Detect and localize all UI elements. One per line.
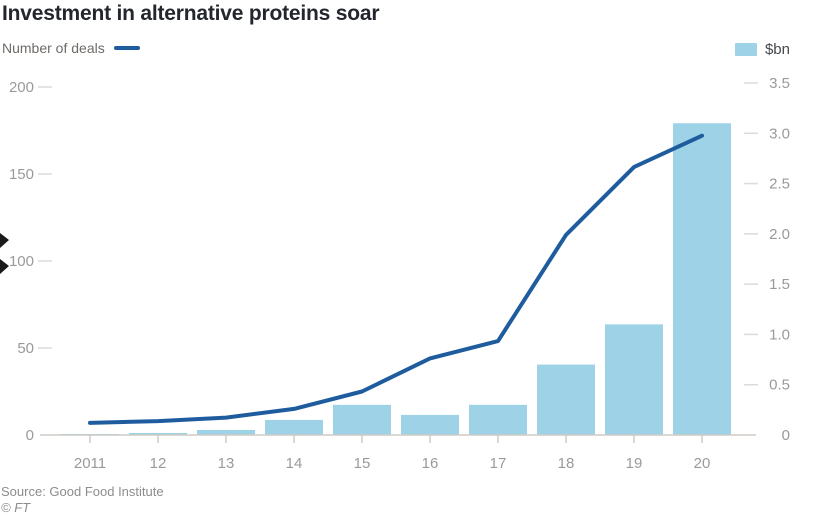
x-axis-label: 17 (490, 455, 507, 472)
legend-deals: Number of deals (2, 40, 140, 56)
bn-bar-20 (673, 123, 731, 435)
right-axis-label: 3.0 (769, 125, 790, 142)
right-axis-label: 2.0 (769, 226, 790, 243)
left-axis-label: 100 (9, 253, 34, 270)
bn-bar-13 (197, 429, 255, 435)
x-axis-label: 20 (694, 455, 711, 472)
source-note: Source: Good Food Institute (1, 484, 164, 499)
left-axis-label: 200 (9, 79, 34, 96)
copyright-note: © FT (1, 500, 31, 515)
bn-bar-18 (537, 364, 595, 435)
bn-bar-17 (469, 404, 527, 435)
legend-bn-label: $bn (764, 40, 790, 58)
right-axis-label: 0 (782, 427, 790, 444)
left-axis-label: 0 (26, 427, 34, 444)
bn-bar-19 (605, 324, 663, 435)
bar-legend-swatch (734, 42, 757, 56)
right-axis-label: 1.5 (769, 276, 790, 293)
bn-bar-14 (265, 419, 323, 435)
x-axis-label: 18 (558, 455, 575, 472)
bn-bar-16 (401, 414, 459, 435)
cursor-artifact (0, 259, 9, 274)
x-axis-label: 16 (422, 455, 439, 472)
bn-bar-15 (333, 404, 391, 435)
chart-title: Investment in alternative proteins soar (2, 2, 380, 25)
x-axis-label: 13 (218, 455, 235, 472)
legend-deals-label: Number of deals (2, 40, 105, 56)
bn-bar-12 (129, 432, 187, 435)
left-axis-label: 50 (17, 340, 34, 357)
right-axis-label: 0.5 (769, 377, 790, 394)
left-axis-label: 150 (9, 166, 34, 183)
x-axis-label: 12 (150, 455, 167, 472)
right-axis-label: 2.5 (769, 176, 790, 193)
deals-line (88, 133, 704, 425)
x-axis-label: 15 (354, 455, 371, 472)
x-axis-label: 2011 (74, 455, 106, 472)
right-axis-label: 1.0 (769, 326, 790, 343)
cursor-artifact (0, 233, 9, 248)
right-axis-label: 3.5 (769, 75, 790, 92)
line-legend-swatch (113, 46, 140, 50)
x-axis-label: 19 (626, 455, 643, 472)
legend-bn: $bn (734, 40, 790, 58)
x-axis-label: 14 (286, 455, 303, 472)
